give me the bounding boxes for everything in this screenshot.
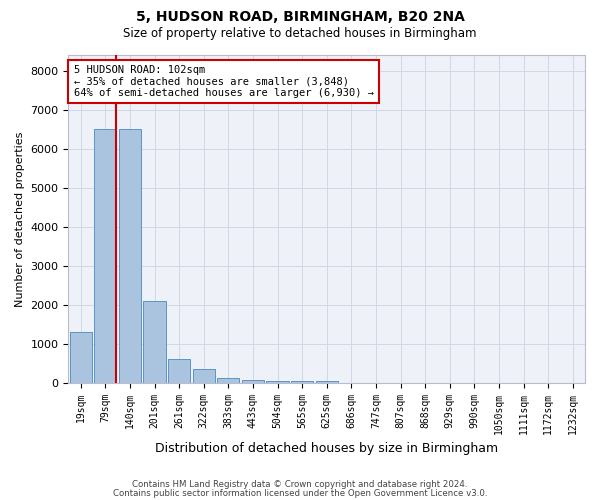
- Bar: [70, 332, 92, 383]
- Bar: [242, 380, 264, 383]
- Bar: [193, 369, 215, 383]
- Bar: [266, 381, 289, 383]
- Y-axis label: Number of detached properties: Number of detached properties: [15, 131, 25, 306]
- Text: Contains public sector information licensed under the Open Government Licence v3: Contains public sector information licen…: [113, 488, 487, 498]
- Bar: [168, 360, 190, 383]
- Bar: [94, 129, 116, 383]
- Bar: [119, 129, 141, 383]
- Bar: [143, 301, 166, 383]
- Bar: [316, 381, 338, 383]
- Bar: [291, 381, 313, 383]
- Bar: [217, 378, 239, 383]
- Text: Size of property relative to detached houses in Birmingham: Size of property relative to detached ho…: [123, 28, 477, 40]
- X-axis label: Distribution of detached houses by size in Birmingham: Distribution of detached houses by size …: [155, 442, 498, 455]
- Text: 5, HUDSON ROAD, BIRMINGHAM, B20 2NA: 5, HUDSON ROAD, BIRMINGHAM, B20 2NA: [136, 10, 464, 24]
- Text: 5 HUDSON ROAD: 102sqm
← 35% of detached houses are smaller (3,848)
64% of semi-d: 5 HUDSON ROAD: 102sqm ← 35% of detached …: [74, 65, 374, 98]
- Text: Contains HM Land Registry data © Crown copyright and database right 2024.: Contains HM Land Registry data © Crown c…: [132, 480, 468, 489]
